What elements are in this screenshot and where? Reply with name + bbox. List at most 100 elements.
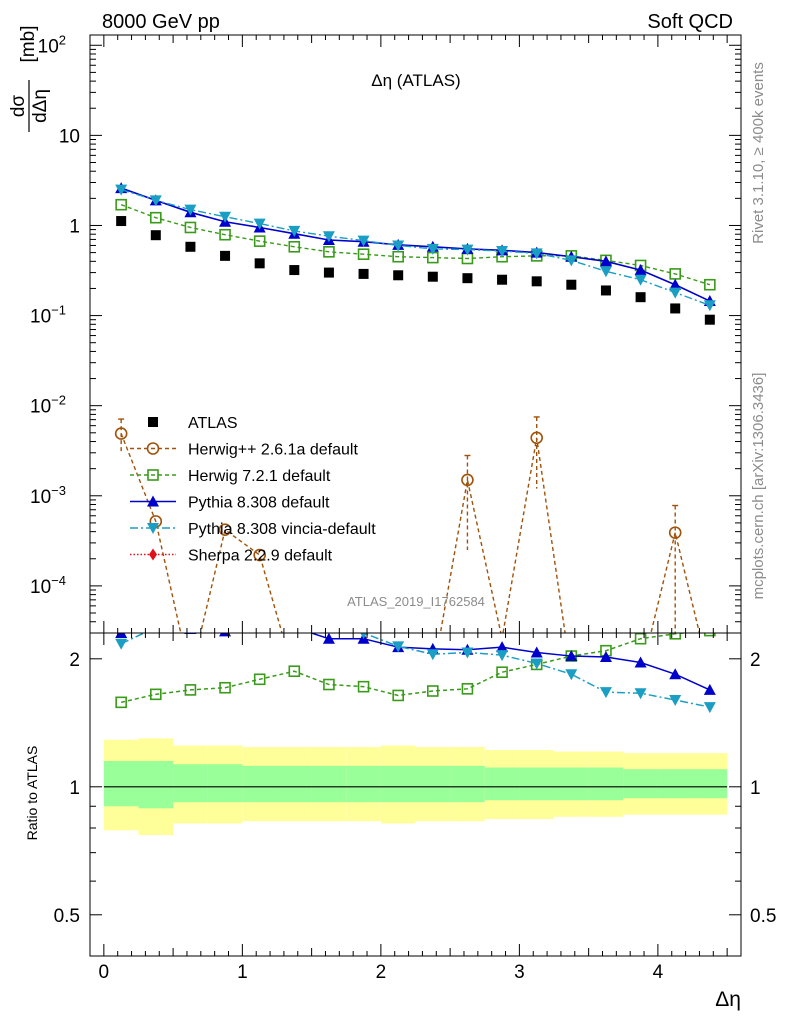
rivet-version-label: Rivet 3.1.10, ≥ 400k events xyxy=(750,62,767,244)
ratio-point-herwig7 xyxy=(634,633,647,645)
ratio-point-herwig7 xyxy=(219,681,231,694)
ratio-band-inner xyxy=(242,765,277,803)
ratio-y-tick-label: 1 xyxy=(69,778,80,799)
analysis-watermark: ATLAS_2019_I1762584 xyxy=(347,594,485,609)
point-atlas xyxy=(497,274,508,285)
point-herwigpp xyxy=(218,523,232,537)
point-vincia xyxy=(426,243,439,255)
ratio-point-pythia xyxy=(634,656,647,668)
main-y-tick-label-base: 10 xyxy=(30,577,51,598)
ratio-band-inner xyxy=(311,765,347,803)
point-atlas xyxy=(116,216,127,227)
ratio-band-inner xyxy=(380,765,416,803)
main-y-tick-label-exponent: −4 xyxy=(51,573,66,588)
ratio-point-vincia xyxy=(565,669,578,681)
ratio-point-herwig7 xyxy=(253,673,266,686)
ratio-point-herwig7 xyxy=(669,633,682,640)
ratio-band-inner xyxy=(276,765,312,803)
point-atlas xyxy=(600,285,611,296)
ratio-point-pythia xyxy=(565,650,578,662)
main-y-tick-label: 1 xyxy=(69,216,80,237)
ratio-band-inner xyxy=(138,760,174,809)
ratio-point-herwig7 xyxy=(392,689,404,702)
point-atlas xyxy=(289,265,300,276)
ratio-point-vincia xyxy=(392,641,405,653)
ratio-point-pythia xyxy=(184,633,197,635)
chart-title: Δη (ATLAS) xyxy=(371,71,460,90)
point-herwig7 xyxy=(323,246,335,258)
point-vincia xyxy=(496,246,509,258)
point-vincia xyxy=(322,231,335,243)
y-axis-label-numerator: dσ xyxy=(8,95,29,118)
legend-marker-pythia xyxy=(147,495,159,507)
ratio-point-vincia xyxy=(634,688,647,700)
ratio-y-tick-label-right: 0.5 xyxy=(750,906,776,927)
ratio-point-vincia xyxy=(115,638,128,650)
main-y-tick-label-base: 10 xyxy=(30,487,51,508)
point-vincia xyxy=(530,248,543,260)
legend-marker-vincia xyxy=(147,523,159,534)
ratio-point-vincia xyxy=(360,633,367,639)
point-herwigpp xyxy=(461,473,474,487)
ratio-point-herwig7 xyxy=(149,688,162,701)
process-label: Soft QCD xyxy=(647,11,733,33)
ratio-band-inner xyxy=(657,769,693,799)
ratio-frame xyxy=(89,632,742,957)
point-vincia xyxy=(599,266,612,278)
point-herwigpp xyxy=(253,548,266,562)
main-series-group xyxy=(114,182,716,633)
point-vincia xyxy=(149,195,162,207)
ratio-point-vincia xyxy=(461,647,474,659)
legend-marker-sherpa xyxy=(149,548,157,561)
legend-label-atlas: ATLAS xyxy=(188,415,238,432)
main-y-tick-label-exponent: −2 xyxy=(51,393,66,408)
point-herwigpp xyxy=(530,431,543,445)
y-axis-label-denominator: dΔη xyxy=(30,89,51,123)
main-y-tick-label: 10 xyxy=(59,126,80,147)
point-vincia xyxy=(115,184,128,196)
point-vincia xyxy=(634,274,647,286)
ratio-point-herwig7 xyxy=(323,678,335,691)
ratio-point-vincia xyxy=(599,687,612,699)
legend-label-herwigpp: Herwig++ 2.6.1a default xyxy=(188,442,358,459)
ratio-point-pythia xyxy=(703,683,716,695)
ratio-point-pythia xyxy=(530,646,543,658)
ratio-panel: 0.5 1 2 0.5 1 2 Ratio to ATLAS xyxy=(24,632,776,957)
x-tick-label: 1 xyxy=(237,962,248,983)
point-atlas xyxy=(462,273,473,284)
ratio-band-inner xyxy=(588,767,624,801)
point-herwig7 xyxy=(357,248,370,260)
ratio-point-herwig7 xyxy=(427,685,439,697)
point-atlas xyxy=(254,258,265,269)
ratio-band-inner xyxy=(173,764,208,803)
series-line-pythia xyxy=(120,187,711,302)
ratio-point-herwig7 xyxy=(496,666,508,679)
point-atlas xyxy=(704,314,715,325)
main-y-tick-label-exponent: −3 xyxy=(51,483,66,498)
ratio-band-inner xyxy=(554,767,589,801)
ratio-point-pythia xyxy=(496,641,509,653)
point-vincia xyxy=(253,218,266,230)
point-atlas xyxy=(531,276,542,287)
ratio-y-tick-label-right: 1 xyxy=(750,778,761,799)
point-vincia xyxy=(565,255,578,267)
point-herwig7 xyxy=(253,235,266,247)
point-atlas xyxy=(358,268,369,279)
point-atlas xyxy=(427,271,438,282)
point-vincia xyxy=(669,287,682,299)
main-y-tick-label: 102 xyxy=(38,32,66,57)
ratio-point-herwig7 xyxy=(704,633,716,637)
ratio-point-vincia xyxy=(703,702,716,714)
ratio-line-pythia xyxy=(121,633,711,691)
main-y-tick-label-base: 10 xyxy=(30,307,51,328)
main-y-tick-label-exponent: −1 xyxy=(51,303,66,318)
y-axis-label: dσ dΔη [mb] xyxy=(8,26,51,132)
y-axis-label-unit: [mb] xyxy=(18,26,39,63)
point-herwig7 xyxy=(115,198,127,211)
point-atlas xyxy=(635,292,646,303)
legend-label-pythia: Pythia 8.308 default xyxy=(188,495,330,512)
main-y-tick-label: 10−3 xyxy=(30,483,66,508)
x-tick-label: 3 xyxy=(514,962,525,983)
ratio-point-herwig7 xyxy=(461,683,474,695)
